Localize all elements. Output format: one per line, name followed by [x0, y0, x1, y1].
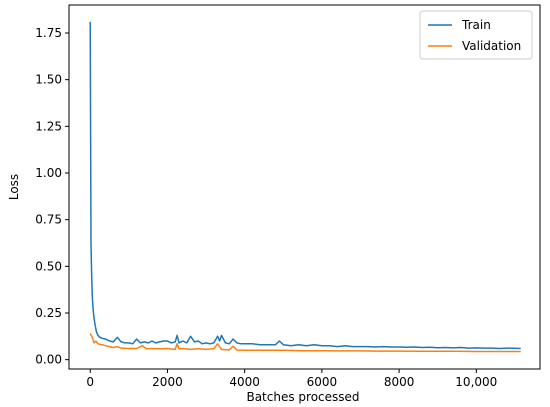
- y-tick-label: 1.00: [35, 166, 62, 180]
- y-tick-label: 0.50: [35, 259, 62, 273]
- y-tick-label: 1.75: [35, 26, 62, 40]
- y-tick-label: 0.25: [35, 306, 62, 320]
- x-axis-ticks: 0 2000 4000 6000 8000 10,000: [86, 369, 497, 389]
- y-tick-label: 1.50: [35, 73, 62, 87]
- legend: Train Validation: [419, 10, 533, 60]
- x-tick-label: 10,000: [455, 375, 497, 389]
- axes-frame: [68, 4, 541, 370]
- y-tick-label: 0.00: [35, 353, 62, 367]
- x-tick-label: 4000: [229, 375, 260, 389]
- legend-box: [419, 10, 533, 60]
- x-tick-label: 2000: [152, 375, 183, 389]
- legend-label-validation: Validation: [462, 39, 521, 53]
- y-axis-label: Loss: [7, 174, 21, 200]
- plot-area: [68, 4, 541, 370]
- series-line-validation: [89, 333, 521, 353]
- y-axis-ticks: 0.00 0.25 0.50 0.75 1.00 1.25 1.50 1.75: [35, 26, 69, 367]
- y-tick-label: 0.75: [35, 213, 62, 227]
- y-tick-label: 1.25: [35, 119, 62, 133]
- series-line-train: [89, 21, 521, 350]
- x-tick-label: 6000: [307, 375, 338, 389]
- legend-label-train: Train: [461, 18, 491, 32]
- series-layer: [89, 21, 521, 353]
- x-axis-label: Batches processed: [246, 390, 359, 404]
- x-tick-label: 8000: [384, 375, 415, 389]
- x-tick-label: 0: [86, 375, 94, 389]
